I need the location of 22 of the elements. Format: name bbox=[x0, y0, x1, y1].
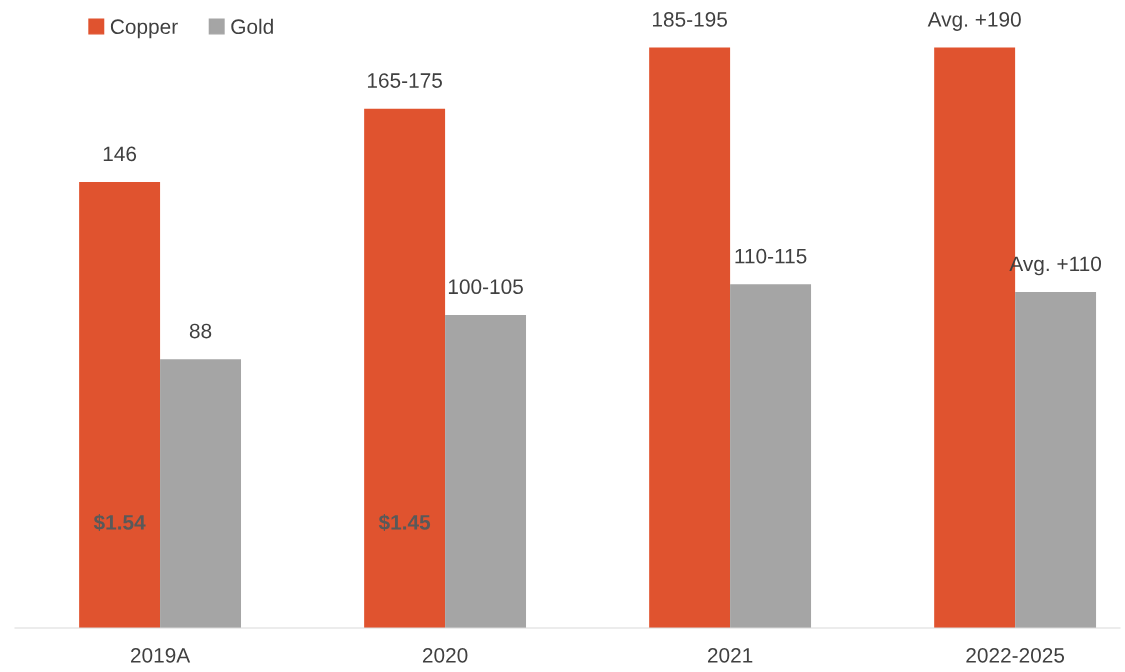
bar bbox=[730, 284, 812, 628]
data-label: 100-105 bbox=[448, 279, 523, 295]
x-tick-label: 2019A bbox=[131, 647, 191, 663]
bar bbox=[79, 182, 161, 628]
legend-label: Gold bbox=[231, 18, 273, 35]
bar bbox=[649, 47, 731, 628]
x-tick-label: 2022-2025 bbox=[966, 647, 1065, 663]
annotation: $1.54 bbox=[93, 514, 146, 532]
x-tick-label: 2020 bbox=[422, 647, 468, 663]
legend-label: Copper bbox=[110, 19, 178, 39]
data-label: 146 bbox=[103, 146, 137, 162]
bar bbox=[1015, 291, 1097, 628]
x-tick-label: 2021 bbox=[707, 647, 753, 663]
data-label: 110-115 bbox=[735, 248, 807, 264]
bar bbox=[364, 108, 446, 628]
bar bbox=[160, 359, 242, 628]
annotation: $1.45 bbox=[378, 514, 431, 532]
data-label: 165-175 bbox=[367, 73, 442, 88]
bar bbox=[445, 314, 527, 628]
data-label: 88 bbox=[189, 323, 212, 339]
data-label: Avg. +190 bbox=[927, 12, 1021, 31]
data-label: 185-195 bbox=[652, 12, 727, 27]
